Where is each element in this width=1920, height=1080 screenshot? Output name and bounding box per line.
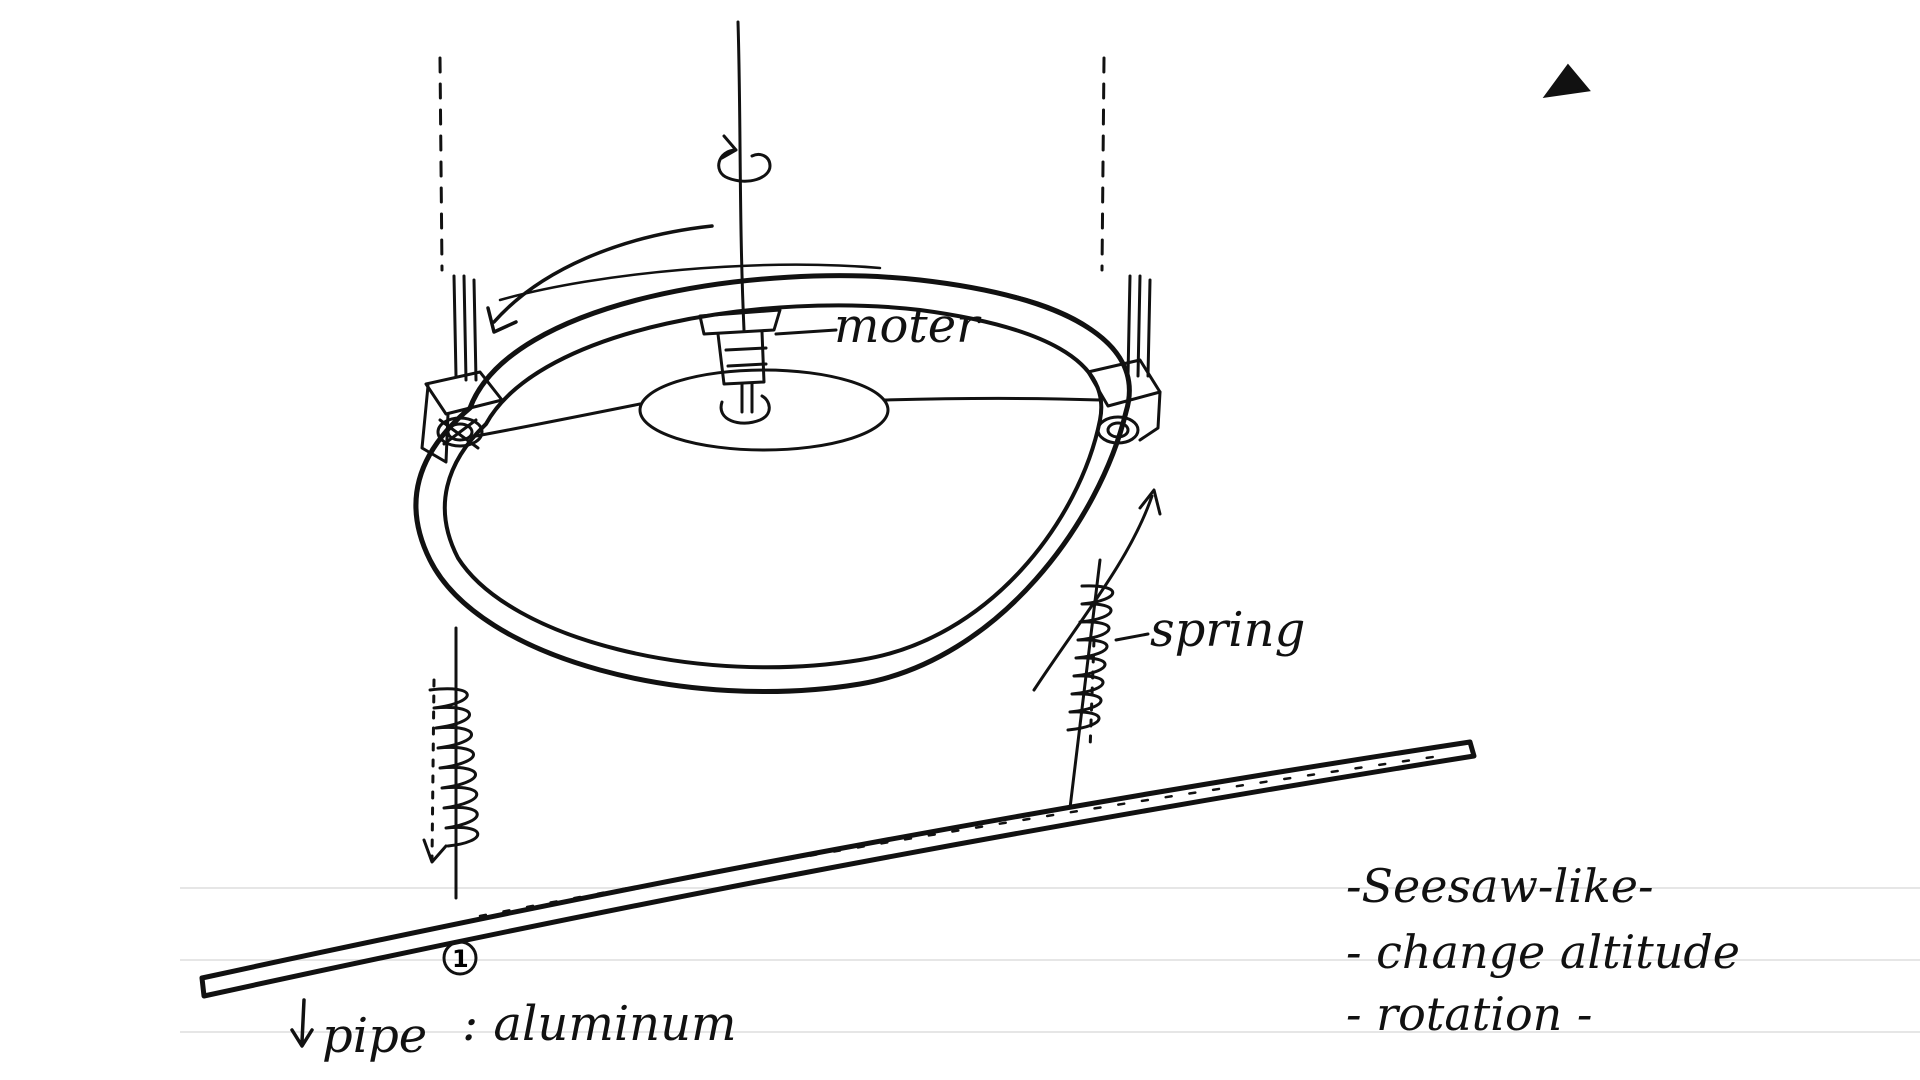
ring-joint-right <box>1096 415 1140 445</box>
triangle-mark-icon <box>1542 63 1591 98</box>
motor-leader-line <box>774 328 838 336</box>
circular-arrow-icon <box>717 134 772 183</box>
svg-text:1: 1 <box>452 945 469 973</box>
spring-left <box>422 626 480 900</box>
notes-list: -Seesaw-like- - change altitude - rotati… <box>1346 859 1740 1041</box>
motor-label: moter <box>834 298 982 354</box>
rotation-axis <box>717 20 772 332</box>
note-item: -Seesaw-like- <box>1346 859 1654 913</box>
down-arrow-icon <box>290 998 314 1048</box>
post-left <box>420 274 504 464</box>
lift-arrow-right <box>1032 488 1162 692</box>
spring-label: spring <box>1150 602 1305 658</box>
rotation-arrow-top <box>486 224 714 334</box>
motor-assembly <box>474 308 1102 452</box>
pipe-label: pipe <box>322 1008 427 1064</box>
material-label: : aluminum <box>462 996 737 1052</box>
pivot-marker: 1 <box>442 940 478 976</box>
spring-right <box>1066 558 1115 810</box>
aluminum-pipe <box>199 739 1477 999</box>
guide-lines <box>438 56 1106 272</box>
rotating-ring <box>413 263 1132 695</box>
ring-joint-left <box>436 416 484 450</box>
note-item: - change altitude <box>1346 925 1740 979</box>
note-item: - rotation - <box>1346 987 1592 1041</box>
ruled-lines <box>180 887 1920 1033</box>
spring-leader-line <box>1114 632 1150 642</box>
